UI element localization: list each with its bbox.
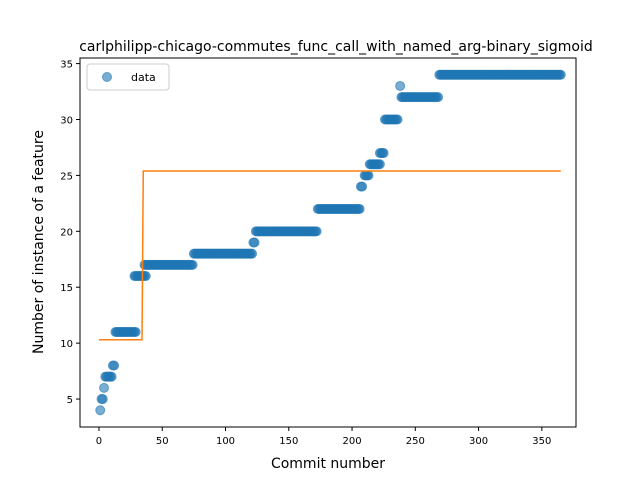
x-tick-label: 250: [406, 436, 425, 447]
y-tick-label: 35: [60, 60, 73, 71]
axes-frame: [79, 57, 577, 428]
y-tick-label: 20: [60, 227, 73, 238]
y-axis: 5 10 15 20 25 30 35: [60, 60, 80, 406]
data-point: [187, 259, 198, 270]
y-tick-label: 25: [60, 171, 73, 182]
x-tick-label: 200: [342, 436, 361, 447]
data-point: [392, 114, 403, 125]
data-point: [140, 271, 151, 282]
x-tick-label: 100: [216, 436, 235, 447]
x-tick-label: 0: [96, 436, 102, 447]
series-line-fit: [98, 170, 561, 341]
chart-title: carlphilipp-chicago-commutes_func_call_w…: [79, 39, 593, 55]
data-point: [97, 394, 108, 405]
x-axis-label: Commit number: [271, 456, 385, 472]
data-point: [357, 181, 368, 192]
plot-area: [95, 69, 566, 416]
x-tick-label: 150: [279, 436, 298, 447]
data-point: [433, 92, 444, 103]
data-point: [130, 326, 141, 337]
data-point: [95, 405, 106, 416]
y-axis-label: Number of instance of a feature: [31, 130, 47, 354]
legend: data: [86, 63, 170, 91]
y-tick-label: 30: [60, 116, 73, 127]
data-point: [106, 371, 117, 382]
data-point: [354, 203, 365, 214]
data-point: [363, 170, 374, 181]
legend-marker-data: [102, 72, 112, 82]
data-point: [311, 226, 322, 237]
legend-label-data: data: [131, 71, 156, 84]
y-tick-label: 15: [60, 283, 73, 294]
x-axis: 0 50 100 150 200 250 300 350: [96, 427, 551, 447]
data-point: [555, 69, 566, 80]
data-point: [249, 237, 260, 248]
y-tick-label: 10: [60, 339, 73, 350]
data-point: [395, 80, 406, 91]
x-tick-label: 350: [532, 436, 551, 447]
y-tick-label: 5: [67, 395, 73, 406]
data-point: [99, 382, 110, 393]
legend-box: [86, 63, 170, 91]
data-point: [247, 248, 258, 259]
data-point: [378, 148, 389, 159]
x-tick-label: 300: [469, 436, 488, 447]
data-point: [374, 159, 385, 170]
x-tick-label: 50: [156, 436, 169, 447]
data-point: [109, 360, 120, 371]
